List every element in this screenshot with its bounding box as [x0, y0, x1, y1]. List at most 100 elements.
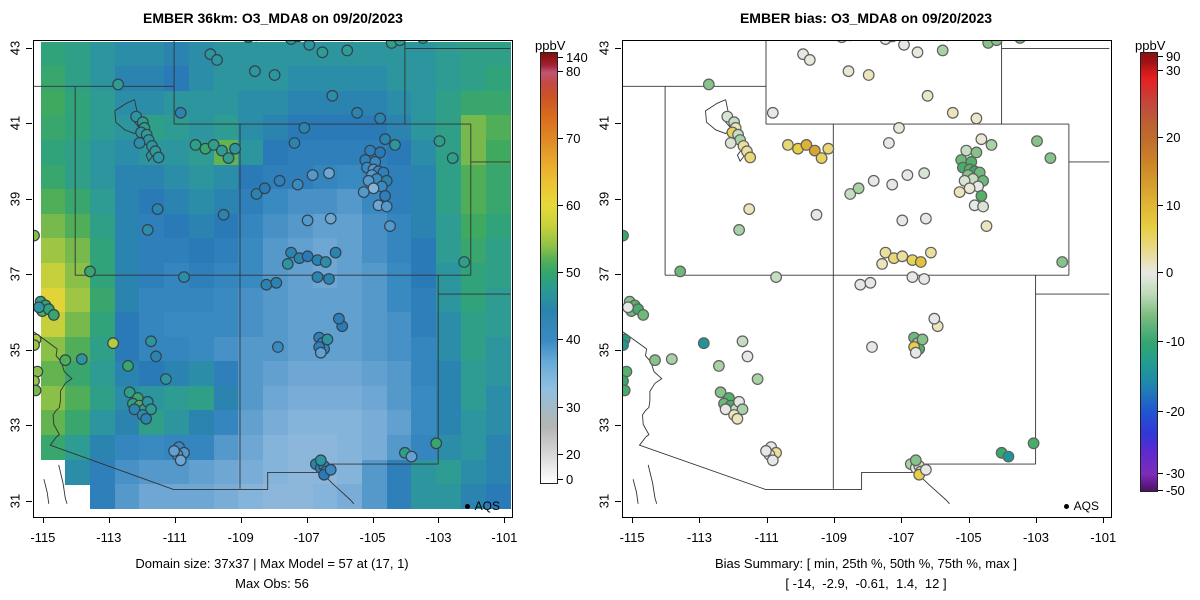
colorbar-tick-label: -50	[1166, 483, 1185, 498]
raster-cell	[362, 447, 375, 461]
raster-cell	[460, 103, 474, 117]
raster-cell	[127, 164, 141, 178]
raster-cell	[448, 226, 462, 239]
raster-cell	[40, 115, 54, 129]
raster-cell	[40, 226, 54, 239]
raster-cell	[423, 398, 437, 411]
raster-cell	[423, 238, 437, 252]
station-dot	[916, 333, 929, 346]
raster-cell	[114, 262, 128, 276]
raster-cell	[52, 164, 66, 178]
station-dot	[946, 106, 959, 119]
station-dot	[1027, 437, 1040, 450]
raster-cell	[102, 152, 116, 166]
raster-cell	[399, 422, 413, 436]
raster-cell	[102, 373, 116, 387]
raster-cell	[411, 78, 425, 92]
raster-cell	[77, 41, 91, 55]
station-dot	[649, 354, 661, 367]
raster-cell	[114, 250, 128, 264]
colorbar-tick-mark	[558, 272, 563, 274]
raster-cell	[473, 127, 487, 141]
raster-cell	[213, 398, 227, 411]
raster-cell	[399, 484, 413, 497]
station-dot	[34, 339, 40, 351]
raster-cell	[485, 336, 499, 350]
raster-cell	[250, 201, 264, 215]
raster-cell	[151, 78, 165, 92]
raster-cell	[238, 127, 252, 141]
raster-cell	[250, 299, 264, 313]
raster-cell	[485, 459, 499, 473]
raster-cell	[399, 90, 413, 104]
raster-cell	[188, 213, 202, 227]
raster-cell	[275, 238, 289, 252]
raster-cell	[374, 41, 388, 55]
raster-cell	[226, 201, 239, 215]
station-dot	[623, 229, 629, 242]
station-dot	[975, 133, 988, 146]
raster-cell	[374, 348, 388, 362]
raster-cell	[300, 299, 314, 313]
station-dot	[351, 106, 364, 119]
raster-cell	[324, 385, 338, 399]
raster-cell	[250, 250, 264, 264]
raster-cell	[287, 348, 301, 362]
station-dot	[844, 188, 857, 200]
colorbar-tick-mark	[1158, 490, 1163, 491]
raster-cell	[399, 373, 413, 387]
raster-cell	[473, 299, 487, 313]
raster-cell	[448, 336, 462, 350]
raster-cell	[127, 90, 141, 104]
raster-cell	[287, 459, 301, 473]
raster-cell	[139, 176, 153, 190]
raster-cell	[312, 361, 326, 375]
raster-cell	[176, 213, 190, 227]
station-dot	[329, 246, 342, 259]
station-dot	[341, 44, 354, 57]
raster-cell	[52, 66, 66, 80]
raster-cell	[151, 459, 165, 473]
raster-cell	[423, 152, 437, 166]
left-caption-line1: Domain size: 37x37 | Max Model = 57 at (…	[135, 556, 409, 571]
raster-cell	[497, 361, 511, 375]
raster-cell	[497, 324, 511, 338]
raster-cell	[77, 398, 91, 411]
raster-cell	[287, 287, 301, 301]
raster-cell	[65, 459, 79, 473]
raster-cell	[114, 176, 128, 190]
raster-cell	[77, 140, 91, 153]
station-dot	[107, 337, 119, 350]
raster-cell	[362, 127, 375, 141]
raster-cell	[90, 164, 103, 178]
station-dot	[953, 186, 966, 199]
colorbar-tick-mark	[1158, 473, 1163, 475]
raster-cell	[411, 90, 425, 104]
raster-cell	[52, 336, 66, 350]
raster-cell	[40, 422, 54, 436]
raster-cell	[90, 287, 103, 301]
station-dot	[293, 41, 302, 43]
station-dot	[380, 200, 393, 213]
raster-cell	[238, 164, 252, 178]
raster-cell	[114, 152, 128, 166]
raster-cell	[263, 471, 277, 485]
raster-cell	[324, 115, 338, 129]
raster-cell	[436, 275, 450, 289]
raster-cell	[151, 361, 165, 375]
colorbar-tick-label: 80	[566, 64, 581, 80]
raster-cell	[386, 398, 400, 411]
raster-cell	[250, 287, 264, 301]
raster-cell	[188, 484, 202, 497]
station-dot	[637, 309, 650, 321]
station-dot	[367, 182, 380, 195]
raster-cell	[485, 398, 499, 411]
x-tick-mark	[1103, 517, 1105, 523]
station-dot	[920, 212, 932, 225]
station-dot	[306, 169, 319, 182]
raster-cell	[188, 434, 202, 448]
raster-cell	[226, 348, 239, 362]
raster-cell	[201, 496, 215, 510]
raster-cell	[312, 299, 326, 313]
obs-stations-left	[34, 41, 471, 481]
